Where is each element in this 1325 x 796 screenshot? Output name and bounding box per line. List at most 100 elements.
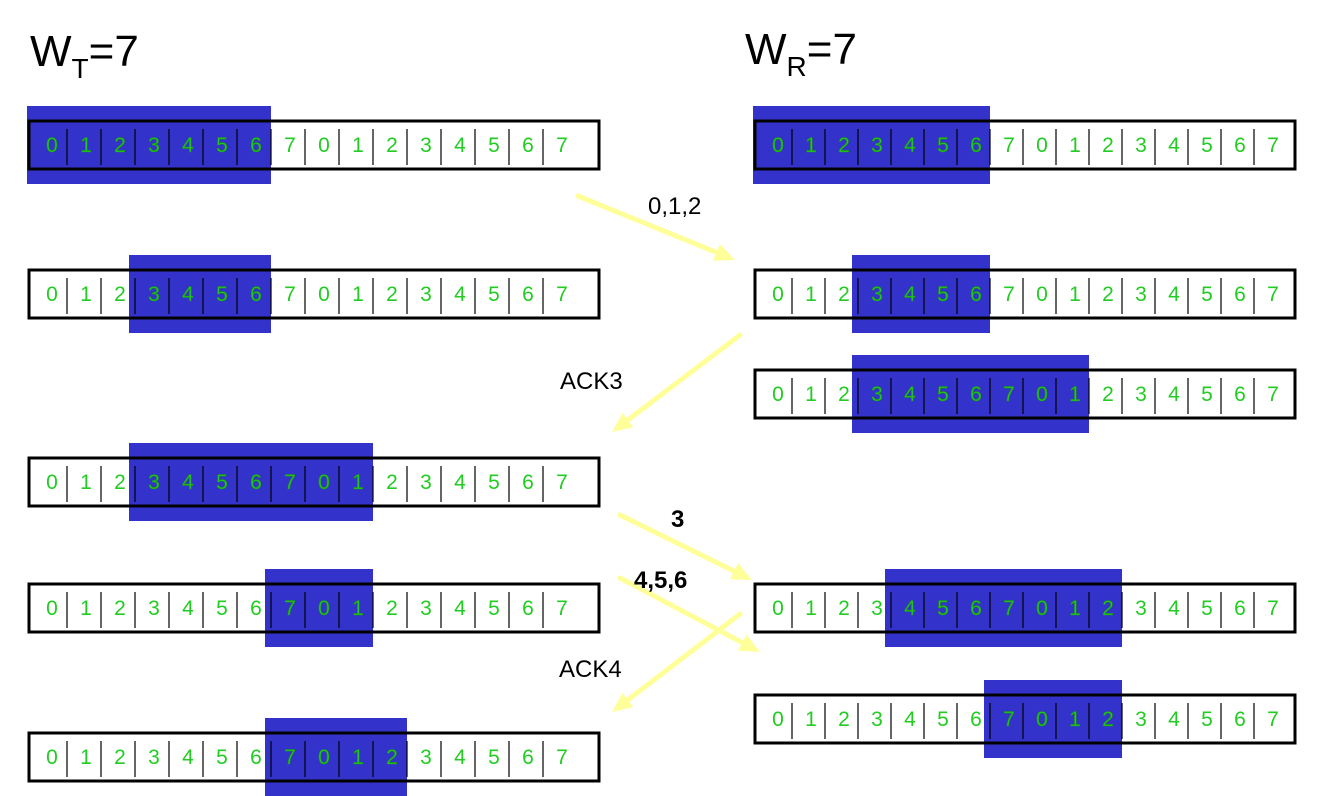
receiver-sequence-number: 7	[1267, 134, 1279, 157]
sender-sequence-number: 2	[386, 471, 398, 494]
receiver-sequence-number: 6	[1234, 597, 1246, 620]
sender-window-highlight	[265, 718, 407, 796]
sender-sequence-number: 5	[216, 746, 228, 769]
sender-sequence-number: 5	[216, 471, 228, 494]
arrow-frames-4-5-6	[617, 575, 760, 652]
receiver-sequence-number: 1	[1069, 597, 1081, 620]
receiver-sequence-number: 0	[1036, 708, 1048, 731]
receiver-sequence-number: 5	[1201, 708, 1213, 731]
sender-window-highlight	[27, 106, 271, 184]
receiver-sequence-number: 1	[805, 383, 817, 406]
receiver-sequence-number: 4	[904, 134, 916, 157]
sender-sequence-number: 7	[556, 471, 568, 494]
receiver-sequence-number: 7	[1267, 383, 1279, 406]
receiver-sequence-number: 2	[838, 283, 850, 306]
receiver-sequence-number: 0	[1036, 134, 1048, 157]
sender-sequence-number: 3	[420, 471, 432, 494]
sender-sequence-number: 2	[114, 597, 126, 620]
sender-sequence-number: 0	[46, 134, 58, 157]
sender-sequence-number: 4	[182, 134, 194, 157]
sender-sequence-number: 5	[216, 597, 228, 620]
receiver-sequence-number: 4	[904, 708, 916, 731]
receiver-sequence-number: 7	[1267, 597, 1279, 620]
sender-sequence-number: 4	[454, 746, 466, 769]
sender-sequence-number: 7	[284, 134, 296, 157]
receiver-sequence-number: 5	[1201, 134, 1213, 157]
message-label-frame-3: 3	[671, 506, 684, 533]
sender-window-title: WT=7	[30, 27, 139, 84]
sender-sequence-number: 2	[114, 746, 126, 769]
receiver-sequence-number: 1	[805, 708, 817, 731]
arrows-layer	[575, 193, 760, 712]
receiver-sequence-number: 2	[838, 134, 850, 157]
sender-sequence-number: 0	[318, 471, 330, 494]
receiver-sequence-number: 0	[772, 708, 784, 731]
receiver-sequence-number: 7	[1003, 283, 1015, 306]
sender-sequence-number: 2	[386, 597, 398, 620]
sender-row-frame	[27, 582, 601, 634]
sender-sequence-number: 1	[352, 471, 364, 494]
sender-sequence-number: 1	[80, 134, 92, 157]
sender-sequence-number: 5	[216, 283, 228, 306]
sender-sequence-number: 0	[46, 746, 58, 769]
receiver-sequence-number: 0	[1036, 597, 1048, 620]
receiver-sequence-number: 2	[1102, 383, 1114, 406]
receiver-sequence-number: 4	[904, 283, 916, 306]
sender-sequence-number: 5	[488, 471, 500, 494]
sender-sequence-number: 7	[556, 134, 568, 157]
sender-sequence-number: 0	[318, 283, 330, 306]
sender-sequence-number: 4	[182, 746, 194, 769]
receiver-sequence-number: 1	[1069, 383, 1081, 406]
receiver-sequence-number: 3	[1135, 283, 1147, 306]
sender-sequence-number: 6	[522, 746, 534, 769]
sender-sequence-number: 1	[352, 597, 364, 620]
sender-sequence-number: 0	[318, 134, 330, 157]
receiver-sequence-number: 1	[1069, 283, 1081, 306]
receiver-sequence-number: 0	[772, 383, 784, 406]
receiver-row-frame	[753, 268, 1297, 320]
receiver-sequence-number: 2	[1102, 134, 1114, 157]
receiver-sequence-number: 4	[1168, 134, 1180, 157]
receiver-sequence-number: 0	[772, 283, 784, 306]
receiver-sequence-number: 0	[772, 597, 784, 620]
sender-sequence-number: 5	[488, 597, 500, 620]
sender-window-highlight	[129, 255, 271, 333]
message-label-frames-0-1-2: 0,1,2	[648, 193, 701, 220]
sender-sequence-number: 3	[148, 283, 160, 306]
sender-sequence-number: 2	[114, 471, 126, 494]
receiver-sequence-number: 7	[1003, 708, 1015, 731]
receiver-sequence-number: 7	[1003, 134, 1015, 157]
receiver-sequence-number: 3	[1135, 383, 1147, 406]
receiver-sequence-number: 3	[871, 708, 883, 731]
sender-sequence-number: 2	[386, 134, 398, 157]
receiver-sequence-number: 2	[838, 708, 850, 731]
receiver-sequence-number: 2	[1102, 283, 1114, 306]
receiver-sequence-number: 6	[970, 597, 982, 620]
receiver-sequence-number: 6	[970, 283, 982, 306]
sender-sequence-number: 4	[182, 283, 194, 306]
receiver-sequence-number: 5	[1201, 383, 1213, 406]
receiver-sequence-number: 3	[1135, 708, 1147, 731]
sender-sequence-number: 0	[318, 597, 330, 620]
message-label-frames-4-5-6: 4,5,6	[634, 567, 687, 594]
arrow-frames-0-1-2	[575, 193, 735, 261]
sender-sequence-number: 5	[488, 134, 500, 157]
receiver-sequence-number: 0	[772, 134, 784, 157]
receiver-sequence-number: 3	[1135, 134, 1147, 157]
receiver-sequence-number: 1	[805, 597, 817, 620]
receiver-sequence-number: 4	[904, 383, 916, 406]
sender-window-highlight	[265, 569, 373, 647]
sender-sequence-number: 1	[80, 283, 92, 306]
sender-sequence-number: 3	[148, 134, 160, 157]
receiver-sequence-number: 6	[970, 134, 982, 157]
receiver-sequence-number: 4	[1168, 283, 1180, 306]
sender-sequence-number: 6	[250, 134, 262, 157]
sender-sequence-number: 5	[488, 746, 500, 769]
